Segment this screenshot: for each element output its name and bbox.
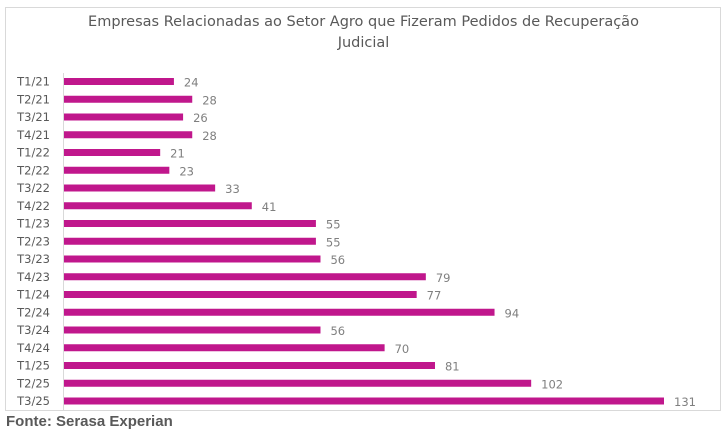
- chart-title: Empresas Relacionadas ao Setor Agro que …: [88, 14, 639, 51]
- category-label: T1/23: [16, 217, 50, 231]
- bar-T4-24: [64, 344, 385, 352]
- value-label: 56: [330, 324, 345, 338]
- category-label: T2/25: [16, 376, 50, 390]
- category-label: T3/25: [16, 394, 50, 408]
- category-label: T2/23: [16, 234, 50, 248]
- value-label: 41: [262, 200, 277, 214]
- value-label: 28: [202, 93, 217, 107]
- category-label: T4/22: [16, 199, 50, 213]
- bar-T2-24: [64, 308, 495, 316]
- category-label: T3/21: [16, 110, 50, 124]
- source-note: Fonte: Serasa Experian: [6, 413, 173, 430]
- value-label: 131: [674, 395, 696, 409]
- value-label: 56: [330, 253, 345, 267]
- category-label: T1/25: [16, 359, 50, 373]
- value-label: 102: [541, 377, 563, 391]
- value-label: 28: [202, 129, 217, 143]
- bar-T4-21: [64, 131, 193, 139]
- value-label: 23: [179, 164, 194, 178]
- bar-T1-25: [64, 362, 435, 369]
- bar-T2-25: [64, 379, 532, 387]
- category-label: T1/24: [16, 288, 50, 302]
- category-label: T1/21: [16, 75, 50, 89]
- bar-T2-23: [64, 237, 316, 245]
- bar-T4-23: [64, 273, 426, 281]
- bar-T3-22: [64, 184, 216, 192]
- category-label: T3/24: [16, 323, 50, 337]
- bar-T3-24: [64, 326, 321, 334]
- bar-T1-21: [64, 78, 174, 85]
- category-label: T4/24: [16, 341, 50, 355]
- value-label: 33: [225, 182, 240, 196]
- value-label: 55: [326, 235, 341, 249]
- value-label: 24: [184, 76, 199, 90]
- category-label: T4/23: [16, 270, 50, 284]
- bar-T2-21: [64, 95, 193, 103]
- value-label: 26: [193, 111, 208, 125]
- value-label: 21: [170, 147, 185, 161]
- value-label: 79: [436, 271, 451, 285]
- bar-T1-22: [64, 149, 161, 156]
- value-label: 81: [445, 360, 460, 374]
- value-label: 77: [427, 289, 442, 303]
- bar-T1-24: [64, 291, 417, 298]
- category-label: T2/21: [16, 92, 50, 106]
- value-label: 55: [326, 218, 341, 232]
- category-label: T3/22: [16, 181, 50, 195]
- category-label: T2/24: [16, 305, 50, 319]
- category-label: T2/22: [16, 163, 50, 177]
- value-label: 94: [505, 306, 520, 320]
- bar-T3-25: [64, 397, 664, 405]
- bar-T3-23: [64, 255, 321, 263]
- bars-group: [64, 78, 664, 405]
- bar-T1-23: [64, 220, 316, 227]
- category-label: T3/23: [16, 252, 50, 266]
- bar-T2-22: [64, 166, 170, 174]
- bar-T4-22: [64, 202, 252, 210]
- category-label: T1/22: [16, 146, 50, 160]
- category-label: T4/21: [16, 128, 50, 142]
- bar-T3-21: [64, 113, 184, 121]
- value-label: 70: [395, 342, 410, 356]
- category-labels-group: T1/21 T2/21 T3/21 T4/21 T1/22 T2/22 T3/22 T4/22…: [16, 75, 50, 409]
